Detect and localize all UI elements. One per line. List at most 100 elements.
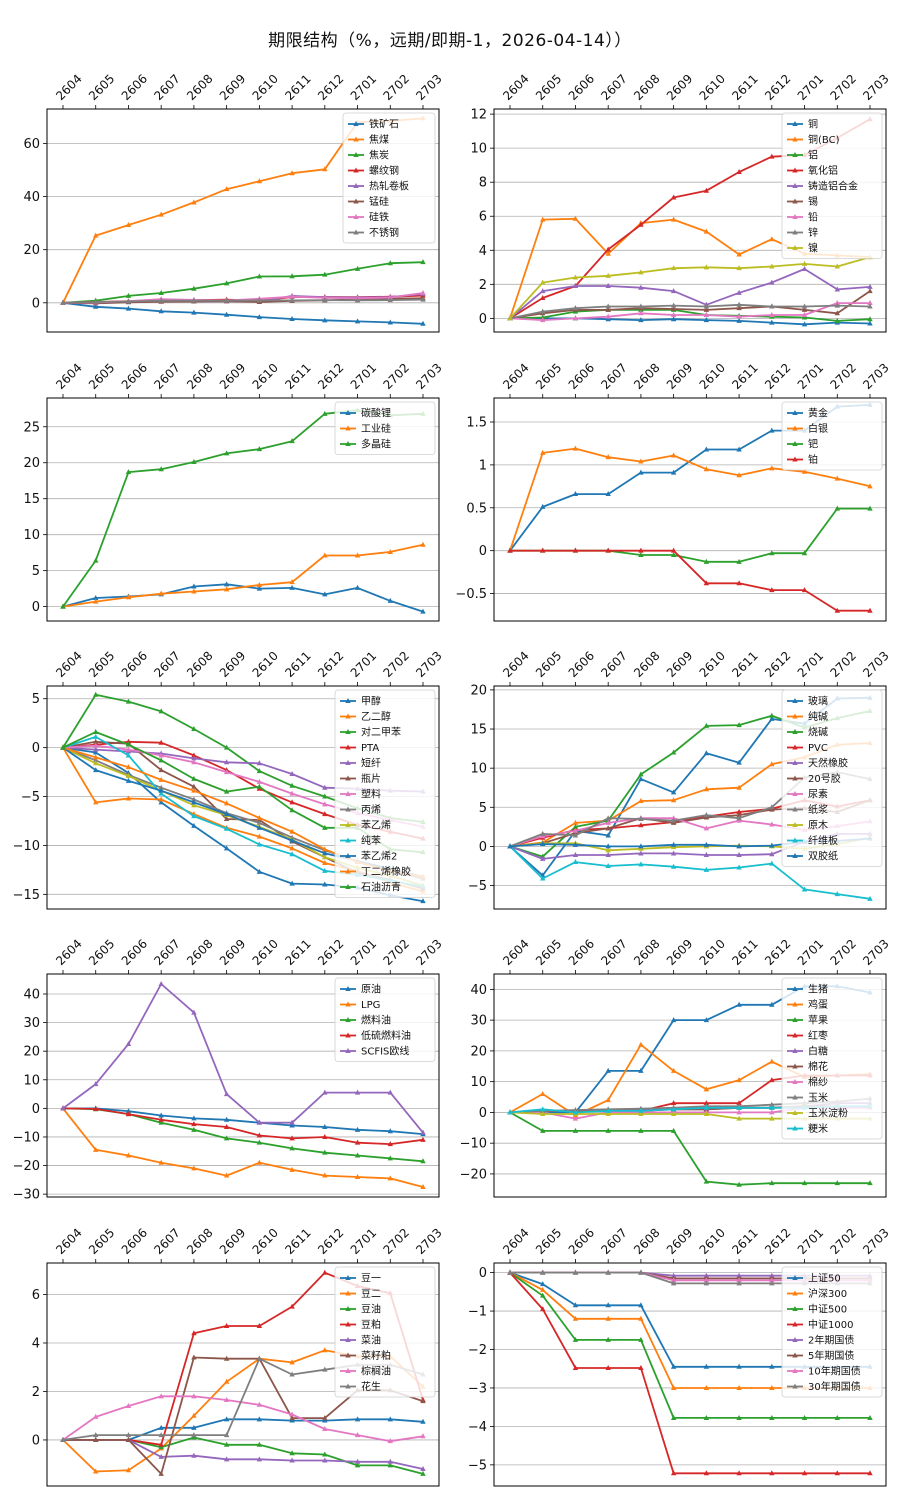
data-point bbox=[93, 767, 99, 773]
legend-label: PVC bbox=[808, 743, 828, 754]
x-tick-label: 2702 bbox=[827, 649, 858, 680]
data-point bbox=[256, 1119, 263, 1125]
data-point bbox=[867, 283, 873, 289]
legend-marker bbox=[353, 167, 359, 173]
series-line bbox=[62, 1107, 424, 1145]
data-point bbox=[93, 738, 99, 744]
data-point bbox=[638, 1067, 644, 1073]
legend-marker bbox=[345, 698, 351, 703]
data-point bbox=[540, 1110, 546, 1116]
data-point bbox=[834, 891, 840, 897]
data-point bbox=[834, 310, 840, 316]
data-point bbox=[801, 886, 808, 892]
legend-marker bbox=[792, 198, 798, 204]
data-point bbox=[867, 316, 873, 322]
x-tick-label: 2611 bbox=[729, 361, 760, 392]
x-tick-label: 2609 bbox=[664, 649, 695, 680]
data-point bbox=[572, 852, 579, 858]
data-point bbox=[670, 547, 677, 553]
y-tick-label: 4 bbox=[32, 1336, 40, 1351]
data-point bbox=[540, 449, 546, 455]
x-tick-label: 2607 bbox=[598, 649, 629, 680]
legend-label: 铂 bbox=[808, 453, 818, 466]
data-point bbox=[572, 1336, 579, 1342]
x-tick-label: 2608 bbox=[184, 649, 215, 680]
legend-label: 热轧卷板 bbox=[369, 180, 409, 193]
data-point bbox=[572, 283, 579, 289]
y-tick-label: 0 bbox=[479, 544, 487, 559]
legend-label: 双胶纸 bbox=[808, 850, 838, 863]
data-point bbox=[605, 1364, 611, 1370]
data-point bbox=[387, 597, 393, 603]
data-point bbox=[322, 1149, 328, 1155]
x-tick-label: 2606 bbox=[119, 1226, 150, 1257]
data-point bbox=[736, 759, 742, 765]
x-tick-label: 2703 bbox=[413, 72, 444, 103]
data-point bbox=[605, 272, 611, 278]
y-tick-label: 0 bbox=[32, 600, 40, 615]
data-point bbox=[572, 445, 579, 451]
data-point bbox=[540, 1106, 546, 1112]
x-tick-label: 2701 bbox=[348, 1226, 379, 1257]
data-point bbox=[736, 580, 742, 586]
data-point bbox=[256, 1355, 263, 1361]
x-tick-label: 2607 bbox=[151, 361, 182, 392]
legend-marker bbox=[792, 152, 798, 157]
data-point bbox=[540, 547, 546, 553]
data-point bbox=[191, 783, 197, 789]
legend-label: 豆油 bbox=[361, 1303, 381, 1316]
x-tick-label: 2610 bbox=[697, 72, 728, 103]
legend-marker bbox=[345, 1001, 351, 1007]
data-point bbox=[354, 1432, 361, 1438]
legend-marker bbox=[792, 837, 798, 843]
data-point bbox=[769, 1414, 775, 1420]
data-point bbox=[125, 746, 132, 752]
legend-marker bbox=[345, 1352, 351, 1358]
legend-marker bbox=[792, 167, 798, 173]
data-point bbox=[736, 558, 742, 564]
page-title: 期限结构（%，远期/即期-1，2026-04-14）） bbox=[268, 31, 632, 51]
data-point bbox=[540, 317, 546, 323]
data-point bbox=[638, 469, 644, 475]
data-point bbox=[670, 863, 677, 869]
data-point bbox=[125, 594, 132, 600]
data-point bbox=[769, 279, 775, 285]
data-point bbox=[540, 314, 546, 320]
data-point bbox=[769, 1058, 775, 1064]
data-point bbox=[125, 741, 132, 747]
y-tick-label: 40 bbox=[23, 190, 40, 205]
legend-marker bbox=[345, 1337, 351, 1342]
data-point bbox=[256, 446, 263, 452]
legend-label: 塑料 bbox=[361, 788, 381, 801]
data-point bbox=[605, 1067, 611, 1073]
series-line bbox=[509, 308, 871, 322]
data-point bbox=[605, 246, 611, 252]
data-point bbox=[256, 1139, 263, 1145]
data-point bbox=[420, 541, 426, 547]
data-point bbox=[769, 1470, 775, 1476]
data-point bbox=[191, 802, 197, 808]
x-tick-label: 2604 bbox=[53, 1226, 84, 1257]
data-point bbox=[289, 1411, 295, 1417]
data-point bbox=[191, 1412, 197, 1418]
y-tick-label: 0 bbox=[32, 296, 40, 311]
data-point bbox=[191, 1393, 197, 1399]
y-tick-label: −2 bbox=[468, 1343, 487, 1358]
data-point bbox=[322, 317, 328, 323]
x-tick-label: 2611 bbox=[282, 1226, 313, 1257]
data-point bbox=[736, 1115, 742, 1121]
data-point bbox=[223, 1355, 230, 1361]
x-tick-label: 2606 bbox=[566, 649, 597, 680]
series-line bbox=[62, 1107, 424, 1188]
data-point bbox=[736, 265, 742, 271]
data-point bbox=[540, 1269, 546, 1275]
data-point bbox=[540, 875, 546, 881]
data-point bbox=[507, 843, 513, 849]
data-point bbox=[256, 1132, 263, 1138]
legend-label: 原油 bbox=[361, 983, 381, 996]
x-tick-label: 2606 bbox=[566, 1226, 597, 1257]
series-line bbox=[509, 447, 871, 551]
data-point bbox=[769, 1001, 775, 1007]
legend-marker bbox=[345, 729, 351, 734]
y-tick-label: 5 bbox=[32, 692, 40, 707]
